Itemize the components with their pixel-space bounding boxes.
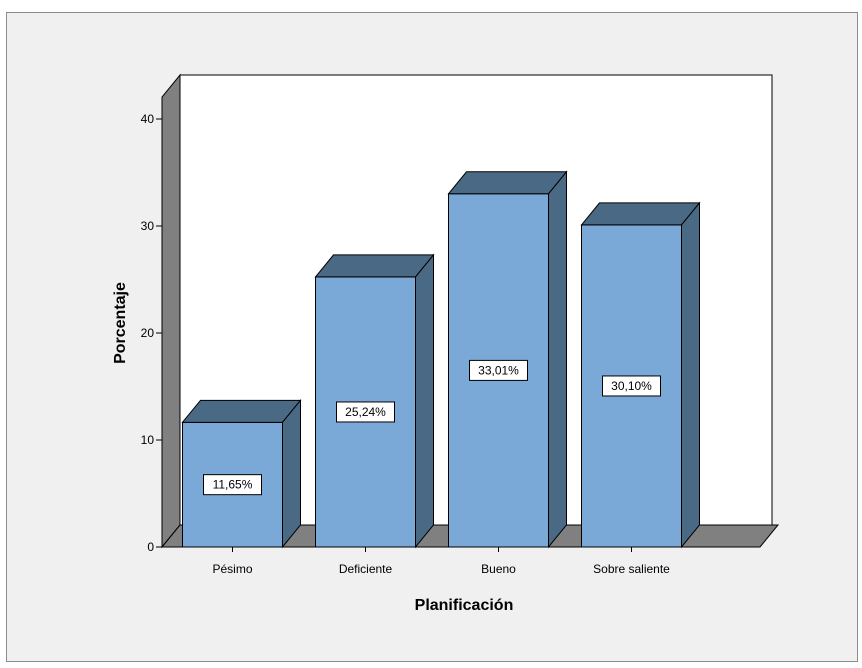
x-tick-label: Pésimo [212, 562, 252, 576]
x-tick-label: Bueno [481, 562, 516, 576]
data-label-box [602, 375, 661, 397]
bar-side [548, 170, 567, 549]
bar-chart: 0 10 20 30 40 11,65% Pésimo 25,24% Deficiente 33… [112, 73, 780, 614]
data-label: 30,10% [611, 379, 652, 393]
plot-left-wall [161, 73, 181, 549]
x-tick-label: Sobre saliente [593, 562, 670, 576]
data-label: 11,65% [213, 478, 253, 492]
bar-top [580, 202, 701, 226]
data-label-box [469, 359, 528, 381]
bar-side [282, 398, 301, 549]
bar-side [415, 253, 434, 549]
data-label: 33,01% [478, 363, 519, 377]
bar-top [314, 254, 435, 278]
data-label: 25,24% [345, 405, 386, 419]
y-tick-label: 40 [141, 112, 155, 126]
y-tick-label: 10 [141, 433, 155, 447]
y-tick-label: 30 [141, 219, 155, 233]
x-axis-title: Planificación [415, 597, 514, 614]
bar-side [681, 201, 700, 549]
y-axis-title: Porcentaje [112, 282, 129, 364]
y-tick-label: 20 [141, 326, 155, 340]
bar-top [181, 399, 302, 423]
x-tick-label: Deficiente [339, 562, 393, 576]
y-tick-label: 0 [147, 540, 154, 554]
bar-top [447, 171, 568, 195]
data-label-box [336, 401, 395, 423]
data-label-box [203, 474, 262, 496]
chart-frame: 0 10 20 30 40 11,65% Pésimo 25,24% Deficiente 33… [6, 12, 858, 662]
